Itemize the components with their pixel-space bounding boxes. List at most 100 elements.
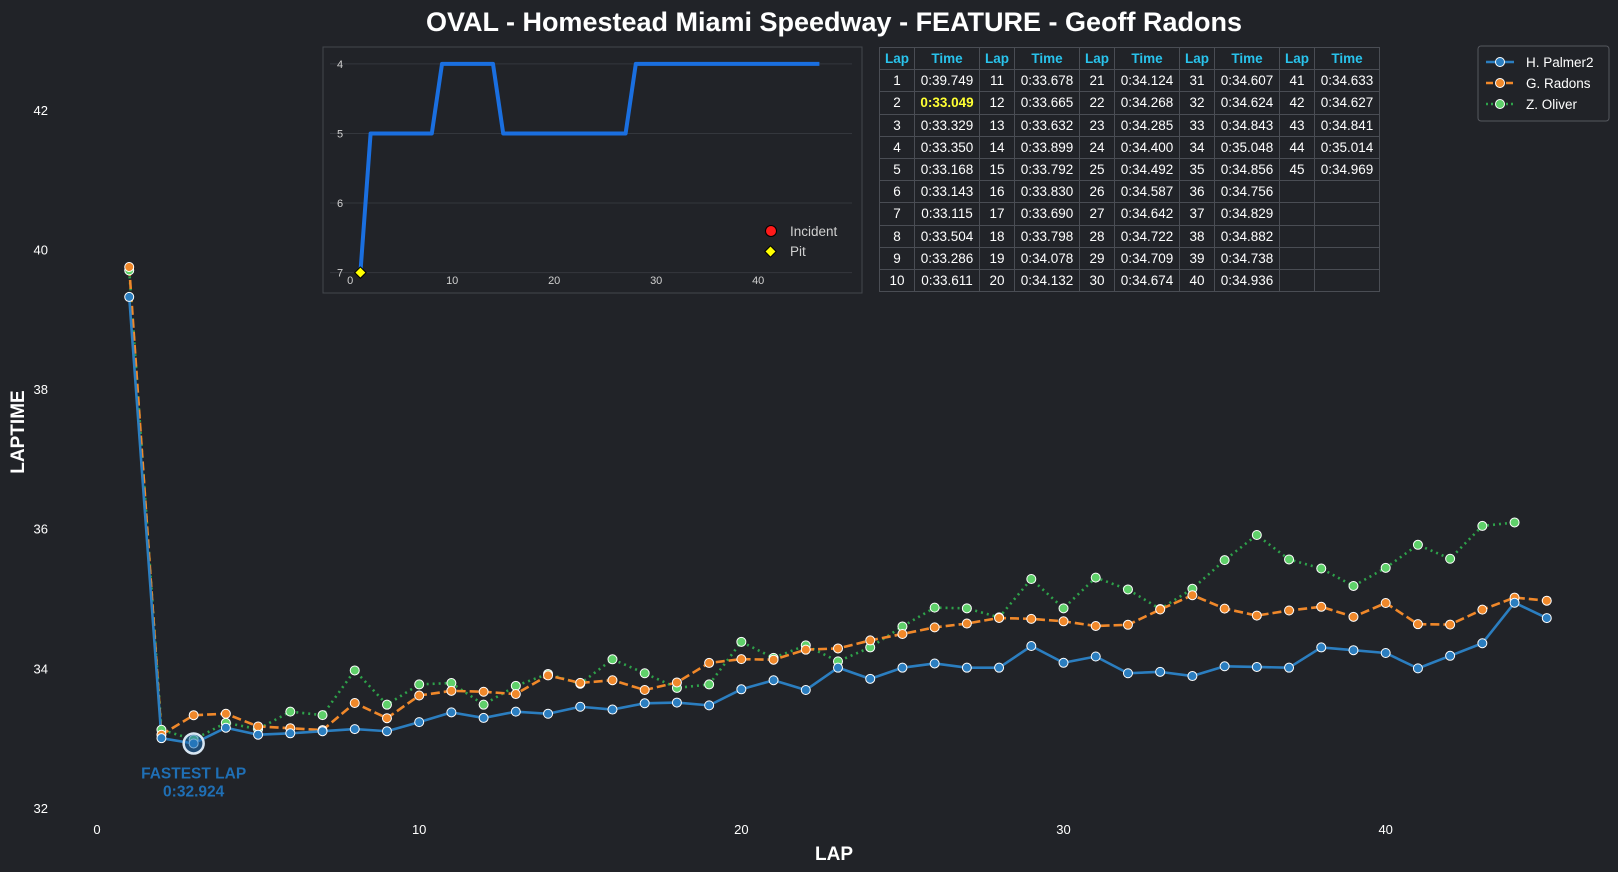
lap-time-cell: 0:34.674 [1114,268,1180,293]
lap-time-cell: 0:33.504 [914,224,980,248]
inset-series-group [354,61,820,279]
data-point-palmer [800,685,811,696]
data-point-radons [349,697,360,708]
lap-time-cell: 0:34.078 [1014,246,1080,270]
y-tick-label: 38 [34,382,48,397]
data-point-oliver [961,603,972,614]
main-legend: H. Palmer2 G. Radons Z. Oliver [1477,45,1610,122]
data-point-palmer [704,700,715,711]
data-point-radons [478,686,489,697]
data-point-palmer [446,707,457,718]
lap-number-cell [1279,180,1315,204]
y-tick-label: 32 [34,801,48,816]
series-line-palmer [127,296,1548,745]
data-point-palmer [961,662,972,673]
lap-time-cell: 0:34.882 [1214,224,1280,248]
lap-column-header: Lap [1279,46,1315,71]
fastest-lap-value: 0:32.924 [163,783,225,800]
lap-number-cell: 3 [879,113,915,137]
lap-number-cell: 1 [879,69,915,93]
lap-number-cell: 10 [879,268,915,293]
table-row: 9 0:33.286 19 0:34.078 29 0:34.709 39 0:34.738 [879,246,1380,270]
lap-number-cell: 11 [979,69,1015,93]
lap-time-cell [1314,246,1380,270]
data-point-oliver [736,636,747,647]
data-point-palmer [1251,661,1262,672]
data-point-palmer [1090,651,1101,662]
lap-time-cell [1314,268,1380,293]
lap-number-cell: 38 [1179,224,1215,248]
data-point-radons [1026,613,1037,624]
data-point-radons [768,654,779,665]
y-axis-label: LAPTIME [8,390,29,473]
data-point-oliver [381,699,392,710]
data-point-radons [704,657,715,668]
incident-legend-label: Incident [790,224,838,239]
data-point-oliver [1090,572,1101,583]
data-point-palmer [929,658,940,669]
data-point-palmer [220,722,231,733]
lap-time-cell: 0:39.749 [914,69,980,93]
lap-number-cell: 8 [879,224,915,248]
table-row: 10 0:33.611 20 0:34.132 30 0:34.674 40 0:34.936 [879,268,1380,293]
lap-number-cell: 37 [1179,202,1215,226]
inset-x-tick-label: 30 [650,275,662,287]
lap-time-cell: 0:34.124 [1114,69,1180,93]
data-point-oliver [510,680,521,691]
data-point-oliver [1316,563,1327,574]
lap-time-cell: 0:34.829 [1214,202,1280,226]
data-point-radons [1122,619,1133,630]
data-point-radons [639,685,650,696]
x-tick-label: 0 [93,822,100,837]
data-point-palmer [349,724,360,735]
legend-marker-oliver [1495,99,1505,109]
data-point-palmer [1445,650,1456,661]
lap-column-header: Lap [879,46,915,71]
lap-number-cell: 13 [979,113,1015,137]
time-column-header: Time [1114,46,1180,71]
lap-number-cell: 41 [1279,69,1315,93]
data-point-palmer [865,673,876,684]
data-point-oliver [1058,603,1069,614]
lap-number-cell: 21 [1079,69,1115,93]
legend-marker-radons [1495,78,1505,88]
legend-frame [1477,45,1610,122]
data-point-palmer [833,662,843,673]
data-point-palmer [1477,638,1488,649]
fastest-lap-marker [182,732,205,755]
data-point-palmer [1219,661,1230,672]
inset-y-tick-label: 4 [337,59,343,71]
lap-time-cell: 0:33.665 [1014,91,1080,115]
lap-time-cell [1314,180,1380,204]
data-point-radons [1380,598,1391,609]
data-point-radons [865,635,876,646]
data-point-radons [381,713,392,724]
data-point-radons [736,654,747,665]
lap-times-table: Lap Time Lap Time Lap Time Lap Time Lap Time 1 0:3… [879,46,1380,293]
lap-column-header: Lap [1079,46,1115,71]
lap-number-cell: 5 [879,157,915,182]
chart-title: OVAL - Homestead Miami Speedway - FEATUR… [426,7,1242,37]
lap-number-cell [1279,224,1315,248]
data-point-oliver [929,602,940,613]
data-point-radons [961,618,972,629]
lap-time-cell: 0:34.627 [1314,91,1380,115]
x-tick-label: 20 [734,822,748,837]
position-line [358,61,820,273]
inset-axis-ticks: 4 5 6 70 10 20 30 40 [337,59,764,287]
data-point-radons [414,690,425,701]
inset-x-tick-label: 0 [347,275,353,287]
lap-number-cell: 12 [979,91,1015,115]
lap-number-cell: 16 [979,180,1015,204]
lap-number-cell: 22 [1079,91,1115,115]
data-point-oliver [1026,573,1037,584]
lap-time-cell: 0:34.132 [1014,268,1080,293]
x-tick-label: 30 [1056,822,1070,837]
data-point-palmer [156,733,167,744]
data-point-radons [1187,590,1198,601]
data-point-radons [1219,603,1230,614]
lap-time-cell: 0:33.899 [1014,135,1080,159]
inset-legend: Incident Pit [764,224,838,259]
data-point-palmer [1284,662,1295,673]
